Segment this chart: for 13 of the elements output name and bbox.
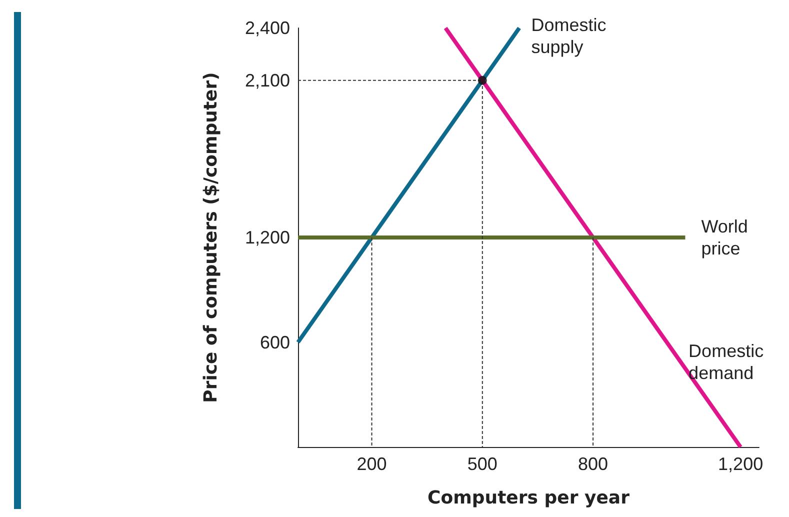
y-tick-label: 2,400 (244, 18, 290, 38)
y-tick-label: 1,200 (244, 228, 290, 248)
series-label: Domestic supply (531, 15, 612, 57)
x-axis-title: Computers per year (428, 488, 630, 508)
series-label: Domestic demand (688, 341, 769, 383)
x-tick-label: 500 (467, 454, 498, 474)
series-label: World price (701, 216, 753, 258)
y-tick-label: 2,100 (244, 70, 290, 90)
y-axis-title: Price of computers ($/computer) (200, 72, 222, 403)
x-tick-label: 800 (578, 454, 608, 474)
y-tick-label: 600 (260, 332, 290, 352)
x-tick-label: 1,200 (718, 454, 764, 474)
x-tick-label: 200 (356, 454, 387, 474)
